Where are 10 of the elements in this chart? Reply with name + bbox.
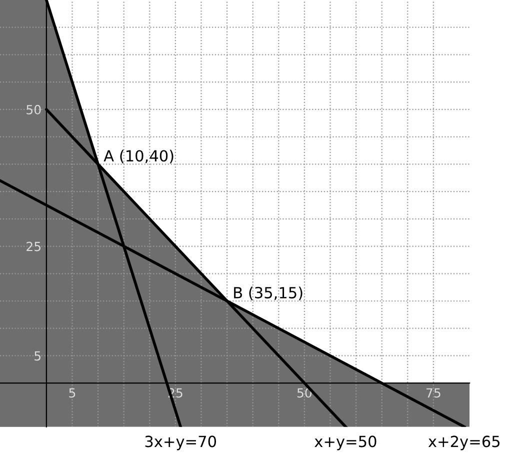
annotation: A (10,40) (104, 150, 174, 164)
y-tick-label: 25 (26, 242, 40, 252)
x-tick-label: 75 (426, 388, 440, 398)
series-label: x+2y=65 (428, 436, 500, 450)
y-tick-label: 50 (26, 104, 41, 114)
series-label: x+y=50 (314, 436, 376, 450)
x-tick-label: 5 (69, 388, 76, 398)
y-tick-label: 5 (34, 351, 40, 361)
series-label: 3x+y=70 (145, 436, 216, 450)
annotation: B (35,15) (234, 286, 302, 300)
